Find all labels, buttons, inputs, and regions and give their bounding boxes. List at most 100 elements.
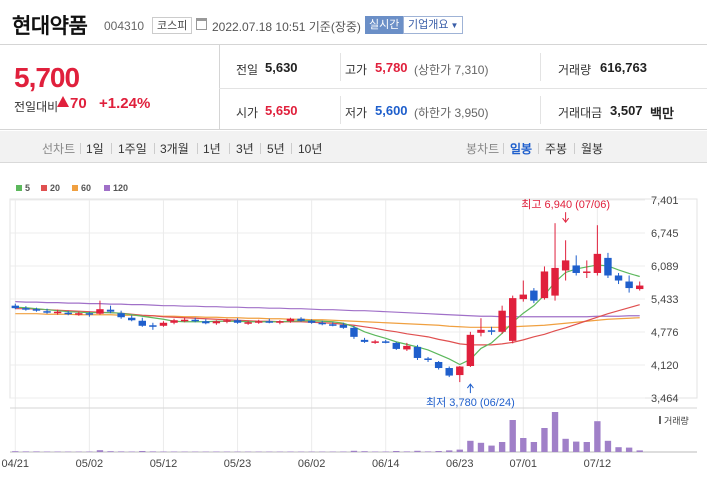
moving-averages [15, 264, 640, 366]
candle-body [583, 271, 591, 273]
high-arrowhead-icon [562, 217, 570, 224]
volume-legend-mark [659, 416, 661, 424]
candle-chart-label: 봉차트 [466, 142, 500, 156]
prev-close-label: 전일 [236, 63, 259, 77]
candle-body [117, 313, 125, 318]
candle-body [413, 346, 422, 358]
candle-body [307, 320, 316, 323]
divider [260, 143, 261, 154]
period-10y[interactable]: 10년 [298, 142, 323, 156]
candle-body [561, 260, 570, 271]
period-1w[interactable]: 1주일 [118, 142, 147, 156]
volume-bar [615, 447, 622, 452]
divider [111, 143, 112, 154]
open-value: 5,650 [265, 103, 298, 118]
company-overview-dropdown[interactable]: 기업개요 ▼ [403, 16, 464, 34]
x-tick-label: 04/21 [2, 458, 30, 470]
candle-body [191, 319, 199, 322]
volume-bar [562, 438, 569, 452]
period-daily[interactable]: 일봉 [510, 142, 533, 156]
volume-bar [12, 451, 19, 452]
candle-body [265, 321, 273, 323]
volume-bar [520, 438, 527, 452]
candle-body [360, 339, 369, 342]
volume-bar [446, 450, 453, 452]
candle-body [138, 320, 146, 326]
change-percent: +1.24% [99, 95, 151, 112]
volume-bar [393, 451, 400, 452]
period-weekly[interactable]: 주봉 [545, 142, 568, 156]
candle-body [551, 267, 559, 296]
period-1d[interactable]: 1일 [86, 142, 104, 156]
candle-body [519, 294, 527, 300]
volume-bar [117, 451, 125, 452]
volume-bar [350, 450, 358, 452]
volume-bar [107, 451, 114, 452]
amount-unit: 백만 [650, 106, 674, 121]
candles [11, 223, 644, 383]
candle-body [466, 334, 475, 367]
candle-body [392, 342, 400, 349]
stock-name[interactable]: 현대약품 [12, 15, 88, 38]
low-arrowhead-icon [466, 383, 474, 389]
x-tick-label: 07/01 [510, 458, 538, 470]
period-monthly[interactable]: 월봉 [581, 142, 604, 156]
period-1y[interactable]: 1년 [203, 142, 221, 156]
divider [197, 143, 198, 154]
candle-body [339, 324, 348, 328]
period-bar [0, 131, 707, 163]
volume-bar [424, 451, 432, 452]
candle-body [286, 318, 295, 322]
legend-swatch-ma5 [16, 185, 22, 191]
ma-line-60 [15, 313, 640, 328]
y-tick-label: 6,089 [651, 261, 679, 273]
candle-body [75, 313, 83, 315]
divider [540, 96, 541, 124]
low-label: 저가 [345, 106, 368, 120]
stock-code: 004310 [104, 19, 145, 33]
volume-bar [594, 421, 601, 452]
candle-body [329, 324, 337, 326]
candle-body [297, 318, 305, 321]
volume-bar [477, 442, 485, 452]
volume-bar [96, 450, 104, 452]
company-overview-label: 기업개요 [408, 19, 449, 31]
volume-value: 616,763 [600, 60, 647, 75]
realtime-button[interactable]: 실시간 [365, 16, 404, 34]
candle-body [371, 341, 379, 343]
candle-body [202, 321, 210, 324]
divider [503, 143, 504, 154]
chart-grid [9, 198, 698, 453]
y-tick-label: 4,776 [651, 327, 679, 339]
candle-body [64, 312, 72, 315]
calendar-icon [196, 18, 207, 30]
amount-value: 3,507 [610, 103, 643, 118]
volume-bar [551, 412, 559, 452]
y-tick-label: 7,401 [651, 195, 679, 207]
x-tick-label: 05/12 [150, 458, 178, 470]
volume-bar [604, 440, 612, 452]
candle-body [212, 321, 221, 324]
legend-ma60: 60 [81, 183, 92, 193]
volume-bar [636, 450, 643, 452]
candle-body [350, 327, 358, 337]
period-3y[interactable]: 3년 [236, 142, 254, 156]
period-3m[interactable]: 3개월 [160, 142, 189, 156]
volume-bar [456, 449, 463, 452]
open-label: 시가 [236, 106, 259, 120]
legend-ma120: 120 [113, 183, 129, 193]
period-5y[interactable]: 5년 [267, 142, 285, 156]
prev-close-value: 5,630 [265, 60, 298, 75]
volume-bar [509, 420, 516, 452]
candle-body [85, 313, 94, 315]
amount-label: 거래대금 [558, 106, 603, 120]
x-tick-label: 05/23 [224, 458, 252, 470]
volume-bar [33, 451, 40, 452]
volume-bar [530, 442, 538, 452]
candle-body [149, 325, 157, 327]
x-tick-label: 06/23 [446, 458, 474, 470]
candle-body [593, 253, 602, 273]
candle-body [223, 320, 231, 322]
divider [538, 143, 539, 154]
